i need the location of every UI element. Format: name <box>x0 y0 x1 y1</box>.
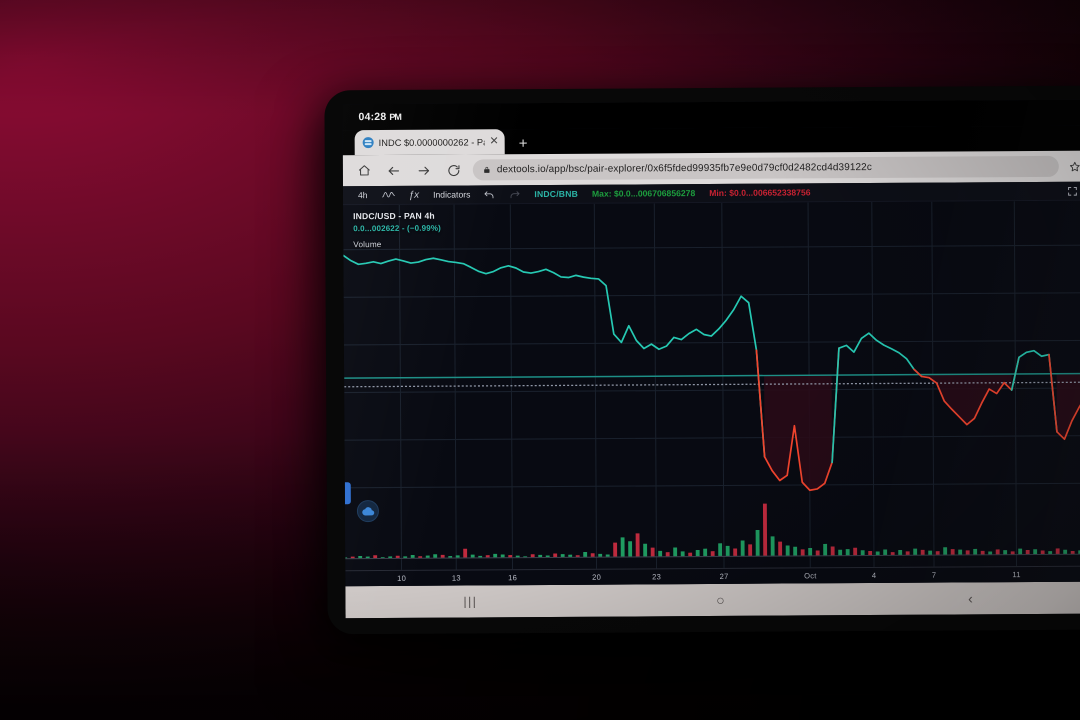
line-chart-icon[interactable] <box>375 190 402 200</box>
x-axis-tick: 27 <box>719 571 729 581</box>
browser-url-bar: dextools.io/app/bsc/pair-explorer/0x6f5f… <box>342 150 1080 187</box>
browser-tab[interactable]: INDC $0.0000000262 - Pair E ✕ <box>354 129 505 156</box>
x-axis-tick: 13 <box>451 573 461 583</box>
omnibox[interactable]: dextools.io/app/bsc/pair-explorer/0x6f5f… <box>472 155 1059 181</box>
toolbar-spacer <box>818 191 1060 192</box>
pair-label[interactable]: INDC/BNB <box>534 188 579 200</box>
interval-button[interactable]: 4h <box>357 190 368 201</box>
fx-icon[interactable]: ƒx <box>408 189 420 201</box>
legend-title: INDC/USD - PAN 4h <box>353 210 435 222</box>
android-navigation-bar: ||| ○ ‹ <box>345 581 1080 619</box>
max-price-label: Max: $0.0...006706856278 <box>591 188 696 199</box>
redo-icon[interactable] <box>502 190 527 199</box>
new-tab-button[interactable]: + <box>518 135 528 153</box>
browser-chrome: INDC $0.0000000262 - Pair E ✕ + <box>342 125 1080 187</box>
tablet-screen: 04:28 PM INDC $0.0000000262 - Pair E ✕ + <box>342 99 1080 619</box>
star-icon[interactable] <box>1063 152 1080 180</box>
url-text: dextools.io/app/bsc/pair-explorer/0x6f5f… <box>496 162 872 176</box>
cloud-icon[interactable] <box>356 500 379 523</box>
x-axis-tick: 4 <box>871 570 877 581</box>
reload-icon[interactable] <box>439 155 469 185</box>
indicators-button[interactable]: Indicators <box>433 189 471 200</box>
home-icon[interactable] <box>349 156 379 186</box>
chart-legend: INDC/USD - PAN 4h 0.0...002622 - (−0.99%… <box>353 210 441 252</box>
close-icon[interactable]: ✕ <box>489 135 499 148</box>
status-bar-time: 04:28 <box>358 110 387 124</box>
x-axis-tick: 16 <box>508 573 518 583</box>
browser-tab-strip: INDC $0.0000000262 - Pair E ✕ + <box>343 126 1080 156</box>
lock-icon <box>483 161 491 179</box>
x-axis-tick: 11 <box>1012 570 1021 580</box>
edge-drawer-handle[interactable] <box>344 482 351 505</box>
arrow-left-icon[interactable] <box>379 155 409 185</box>
browser-tab-title: INDC $0.0000000262 - Pair E <box>378 136 485 148</box>
chart-area-fill <box>764 373 1080 491</box>
status-bar-meridiem: PM <box>389 111 401 122</box>
x-axis-tick: Oct <box>804 571 817 581</box>
x-axis-tick: 20 <box>592 572 602 582</box>
volume-bars <box>343 503 1080 560</box>
arrow-right-icon[interactable] <box>409 155 439 185</box>
price-line <box>343 251 1080 493</box>
undo-icon[interactable] <box>477 190 502 199</box>
legend-volume-label: Volume <box>353 239 382 249</box>
home-button[interactable]: ○ <box>716 591 725 608</box>
chart-canvas <box>343 201 1080 586</box>
x-axis-tick: 7 <box>931 570 937 580</box>
x-axis-tick: 10 <box>397 573 407 583</box>
fullscreen-icon[interactable] <box>1060 185 1080 196</box>
recents-button[interactable]: ||| <box>463 594 478 609</box>
dextools-favicon <box>362 137 374 149</box>
price-chart[interactable]: INDC/USD - PAN 4h 0.0...002622 - (−0.99%… <box>343 200 1080 587</box>
back-button[interactable]: ‹ <box>968 590 973 607</box>
x-axis-tick: 23 <box>652 572 662 582</box>
min-price-label: Min: $0.0...006652338756 <box>709 187 811 199</box>
tablet-device: 04:28 PM INDC $0.0000000262 - Pair E ✕ + <box>324 85 1080 635</box>
legend-price: 0.0...002622 - (−0.99%) <box>353 223 441 234</box>
